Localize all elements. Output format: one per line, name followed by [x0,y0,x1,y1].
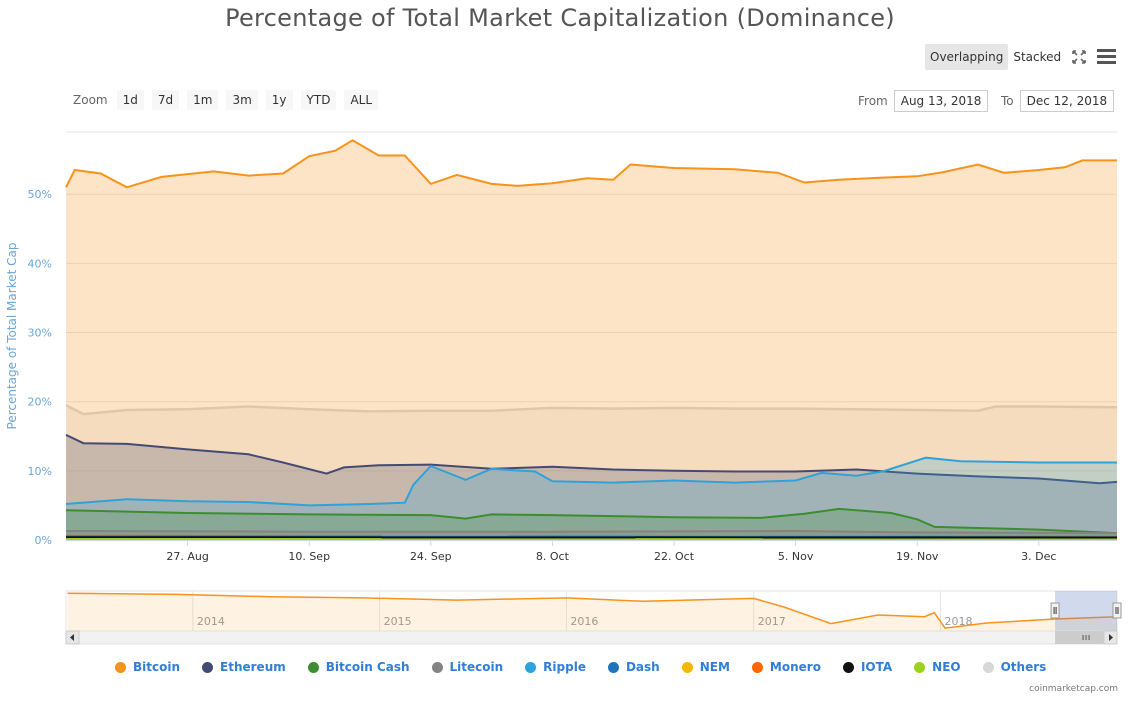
fullscreen-icon[interactable] [1071,49,1087,65]
zoom-1d-button[interactable]: 1d [116,90,144,110]
y-axis-title: Percentage of Total Market Cap [5,243,19,430]
series-line-others[interactable] [65,404,1118,416]
y-tick-label: 30% [28,327,52,340]
legend-label: Litecoin [449,660,504,674]
navigator-year-label: 2018 [944,615,972,628]
x-tick-label: 3. Dec [1021,550,1056,563]
series-line-litecoin[interactable] [65,529,1118,535]
legend-label: Monero [769,660,821,674]
y-tick-label: 10% [28,465,52,478]
area-series [65,139,1118,541]
legend-marker-ripple [525,661,537,673]
area-fill-ripple [66,457,1117,540]
zoom-3m-button[interactable]: 3m [226,90,258,110]
legend-item-iota[interactable]: IOTA [842,660,893,674]
legend-item-dash[interactable]: Dash [607,660,660,674]
zoom-1m-button[interactable]: 1m [187,90,219,110]
legend: Bitcoin Ethereum Bitcoin Cash Litecoin Rippl… [115,660,1068,674]
axes: 0% 10% 20% 30% 40% 50% Percentage of Total Mar… [5,188,1117,563]
from-label: From [858,94,888,108]
series-line-bitcoin[interactable] [65,139,1117,189]
legend-marker-litecoin [431,661,443,673]
scrollbar-right-arrow[interactable] [1103,630,1118,645]
legend-marker-bitcoin [115,661,126,673]
area-fill-others [66,405,1117,540]
legend-item-monero[interactable]: Monero [751,660,821,674]
navigator-line [67,592,1118,629]
zoom-7d-button[interactable]: 7d [151,90,180,110]
legend-label: Dash [625,660,660,674]
y-tick-label: 40% [28,257,52,270]
date-range-to: To Dec 12, 2018 [1001,90,1115,112]
from-date-input[interactable]: Aug 13, 2018 [893,90,989,112]
hamburger-menu-icon[interactable] [1097,48,1116,65]
zoom-ytd-button[interactable]: YTD [300,90,337,110]
legend-item-ripple[interactable]: Ripple [525,660,586,674]
dominance-chart: 0% 10% 20% 30% 40% 50% Percentage of Total Mar… [5,131,1122,645]
zoom-1y-button[interactable]: 1y [265,90,293,110]
legend-marker-monero [751,661,763,673]
legend-marker-iota [842,661,854,673]
scrollbar-track[interactable] [65,630,1118,645]
series-line-bitcoin-cash[interactable] [65,507,1118,535]
legend-marker-bitcoin-cash [307,661,319,673]
x-tick-label: 24. Sep [410,550,452,563]
legend-marker-dash [607,661,619,673]
series-line-ripple[interactable] [65,456,1117,507]
legend-label: IOTA [860,660,893,674]
x-tick-label: 5. Nov [778,550,814,563]
legend-marker-others [982,661,994,673]
legend-item-nem[interactable]: NEM [681,660,730,674]
navigator-selection[interactable] [1055,591,1117,631]
navigator-year-label: 2016 [570,615,598,628]
navigator: 2014 2015 2016 2017 2018 [65,590,1122,645]
to-label: To [1001,94,1014,108]
navigator-year-label: 2017 [758,615,786,628]
y-tick-label: 20% [28,396,52,409]
navigator-year-label: 2014 [197,615,225,628]
x-tick-label: 10. Sep [288,550,330,563]
legend-label: NEM [699,660,730,674]
x-tick-label: 19. Nov [896,550,939,563]
y-tick-label: 0% [35,534,52,547]
zoom-label: Zoom [73,93,108,107]
overlapping-button[interactable]: Overlapping [925,44,1009,70]
chart-title: Percentage of Total Market Capitalizatio… [225,4,895,32]
x-tick-label: 27. Aug [166,550,208,563]
navigator-year-label: 2015 [384,615,412,628]
navigator-handle-right[interactable] [1112,602,1122,619]
legend-marker-neo [914,661,926,673]
legend-label: NEO [932,660,961,674]
legend-item-others[interactable]: Others [982,660,1047,674]
zoom-controls: Zoom 1d 7d 1m 3m 1y YTD ALL [73,90,386,110]
legend-marker-ethereum [202,661,214,673]
legend-label: Others [1000,660,1047,674]
legend-item-litecoin[interactable]: Litecoin [431,660,504,674]
y-tick-label: 50% [28,188,52,201]
legend-item-bitcoin[interactable]: Bitcoin [115,660,180,674]
legend-label: Bitcoin [133,660,181,674]
stacked-button[interactable]: Stacked [1013,50,1062,64]
x-tick-label: 22. Oct [654,550,695,563]
area-fill-bitcoin [66,140,1117,541]
legend-item-ethereum[interactable]: Ethereum [202,660,286,674]
navigator-handle-left[interactable] [1050,602,1060,619]
legend-label: Bitcoin Cash [325,660,410,674]
navigator-area [67,593,1117,631]
scrollbar-left-arrow[interactable] [65,630,80,645]
to-date-input[interactable]: Dec 12, 2018 [1019,90,1115,112]
view-mode-toggle: Overlapping Stacked [925,44,1066,70]
legend-label: Ripple [543,660,586,674]
x-tick-label: 8. Oct [536,550,570,563]
legend-label: Ethereum [220,660,286,674]
credit-text: coinmarketcap.com [1029,684,1118,694]
legend-marker-nem [681,661,693,673]
series-line-ethereum[interactable] [65,433,1118,485]
zoom-all-button[interactable]: ALL [344,90,379,110]
legend-item-neo[interactable]: NEO [914,660,961,674]
legend-item-bitcoin-cash[interactable]: Bitcoin Cash [307,660,410,674]
date-range-from: From Aug 13, 2018 [858,90,989,112]
